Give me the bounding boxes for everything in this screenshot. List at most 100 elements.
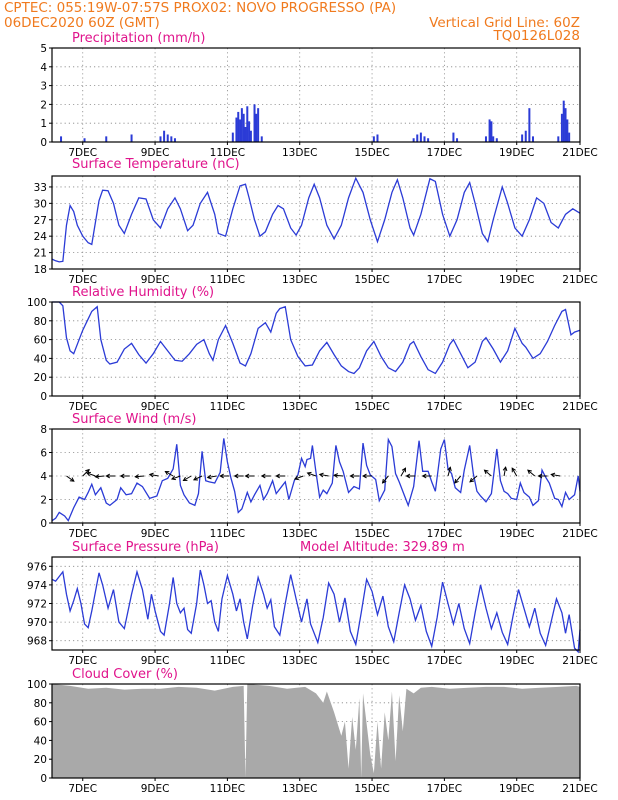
x-tick-label: 13DEC — [282, 401, 317, 413]
wind-arrow-head — [119, 473, 125, 479]
x-tick-label: 13DEC — [282, 655, 317, 667]
y-tick-label: 6 — [40, 448, 47, 460]
wind-arrow — [454, 475, 462, 484]
precip-bar — [560, 113, 563, 142]
y-tick-label: 4 — [40, 62, 47, 74]
wind-arrow — [362, 473, 373, 479]
wind-arrow-head — [105, 473, 111, 479]
precip-bar — [242, 113, 245, 142]
y-tick-label: 60 — [34, 717, 47, 729]
wind-arrow-head — [233, 473, 239, 479]
wind-arrow — [94, 474, 105, 479]
cloud-cover-panel: Cloud Cover (%) 0 20 40 60 80 100 7DEC 9DEC 11DE… — [27, 667, 598, 795]
x-tick-label: 9DEC — [141, 528, 170, 540]
x-tick-label: 21DEC — [562, 783, 597, 795]
wind-arrow-head — [469, 477, 475, 483]
wind-arrow — [381, 475, 389, 484]
wind-arrow-head — [381, 478, 387, 484]
wind-arrow-head — [306, 471, 312, 477]
precip-bar — [419, 132, 422, 142]
wind-arrow-shaft — [82, 469, 90, 477]
precip-bar — [159, 136, 162, 142]
precip-bar — [412, 138, 415, 142]
precip-bar — [564, 108, 567, 142]
precip-bar — [237, 111, 240, 142]
wind-arrow-shaft — [135, 475, 145, 478]
precipitation-panel: Precipitation (mm/h) 0 1 2 3 4 5 7DEC 9DEC 11DEC… — [40, 31, 597, 159]
precip-bar — [246, 106, 249, 142]
precip-bar — [239, 119, 242, 142]
x-tick-label: 15DEC — [354, 655, 389, 667]
precip-bar — [255, 113, 258, 142]
y-tick-label: 3 — [40, 81, 47, 93]
x-tick-label: 13DEC — [282, 147, 317, 159]
y-tick-label: 972 — [27, 599, 47, 611]
wind-series-line — [51, 437, 581, 522]
wind-arrow — [82, 468, 90, 477]
wind-arrow-shaft — [193, 475, 203, 481]
humidity-series-line — [52, 301, 581, 375]
precip-bar — [557, 136, 560, 142]
precip-bar — [488, 119, 491, 142]
wind-arrow-head — [69, 477, 75, 482]
wind-arrow-shaft — [527, 469, 536, 477]
x-tick-label: 7DEC — [68, 528, 97, 540]
wind-arrow-shaft — [171, 475, 181, 480]
precip-bar — [235, 117, 238, 142]
wind-arrow — [164, 470, 174, 477]
precip-bar — [427, 138, 430, 142]
temperature-panel: Surface Temperature (nC) 18 21 24 27 30 33 7DE… — [34, 157, 598, 286]
precip-bar — [528, 108, 531, 142]
precip-bar — [495, 138, 498, 142]
wind-arrow-shaft — [149, 473, 159, 477]
precip-bar — [163, 130, 166, 142]
wind-arrow — [447, 466, 452, 477]
wind-arrow — [85, 471, 96, 477]
header-line2-left: 06DEC2020 60Z (GMT) — [4, 15, 160, 31]
humidity-title: Relative Humidity (%) — [72, 285, 214, 300]
x-tick-label: 21DEC — [562, 274, 597, 286]
wind-arrow-shaft — [165, 471, 174, 477]
wind-arrow — [105, 473, 116, 479]
wind-arrow — [511, 467, 518, 477]
header-line3-right: TQ0126L028 — [492, 28, 580, 44]
wind-arrow-shaft — [511, 467, 518, 477]
pressure-series-line — [51, 569, 581, 654]
temperature-series-line — [51, 176, 581, 263]
cloud-cover-title: Cloud Cover (%) — [72, 667, 178, 682]
y-tick-label: 40 — [34, 353, 47, 365]
precip-bar — [244, 126, 247, 142]
x-tick-label: 11DEC — [210, 274, 245, 286]
wind-arrow — [182, 475, 192, 482]
wind-arrow-shaft — [551, 473, 561, 477]
panel-frame — [51, 175, 581, 270]
wind-arrow — [306, 471, 317, 477]
panel-frame — [51, 47, 581, 143]
wind-arrow-head — [260, 473, 266, 479]
y-tick-label: 20 — [34, 372, 47, 384]
precip-bar — [531, 136, 534, 142]
x-tick-label: 9DEC — [141, 401, 170, 413]
x-tick-label: 9DEC — [141, 274, 170, 286]
x-tick-label: 15DEC — [354, 147, 389, 159]
wind-arrow-shaft — [66, 475, 75, 482]
y-tick-label: 4 — [40, 471, 47, 483]
x-tick-label: 21DEC — [562, 401, 597, 413]
wind-arrow-shaft — [400, 467, 406, 477]
wind-arrow-shaft — [469, 475, 478, 483]
precip-bar — [562, 100, 565, 142]
x-tick-label: 21DEC — [562, 528, 597, 540]
wind-arrow — [502, 466, 508, 477]
wind-arrow — [148, 472, 159, 478]
wind-arrow-shaft — [207, 475, 217, 479]
wind-arrow — [244, 473, 255, 479]
precip-bar — [130, 134, 133, 142]
wind-arrow-shaft — [382, 475, 389, 484]
x-tick-label: 19DEC — [499, 274, 534, 286]
precip-bar — [231, 132, 234, 142]
y-tick-label: 24 — [34, 231, 48, 243]
wind-arrow-head — [318, 472, 324, 478]
x-tick-label: 11DEC — [210, 655, 245, 667]
wind-arrow-head — [134, 474, 140, 479]
wind-arrow — [421, 473, 432, 479]
